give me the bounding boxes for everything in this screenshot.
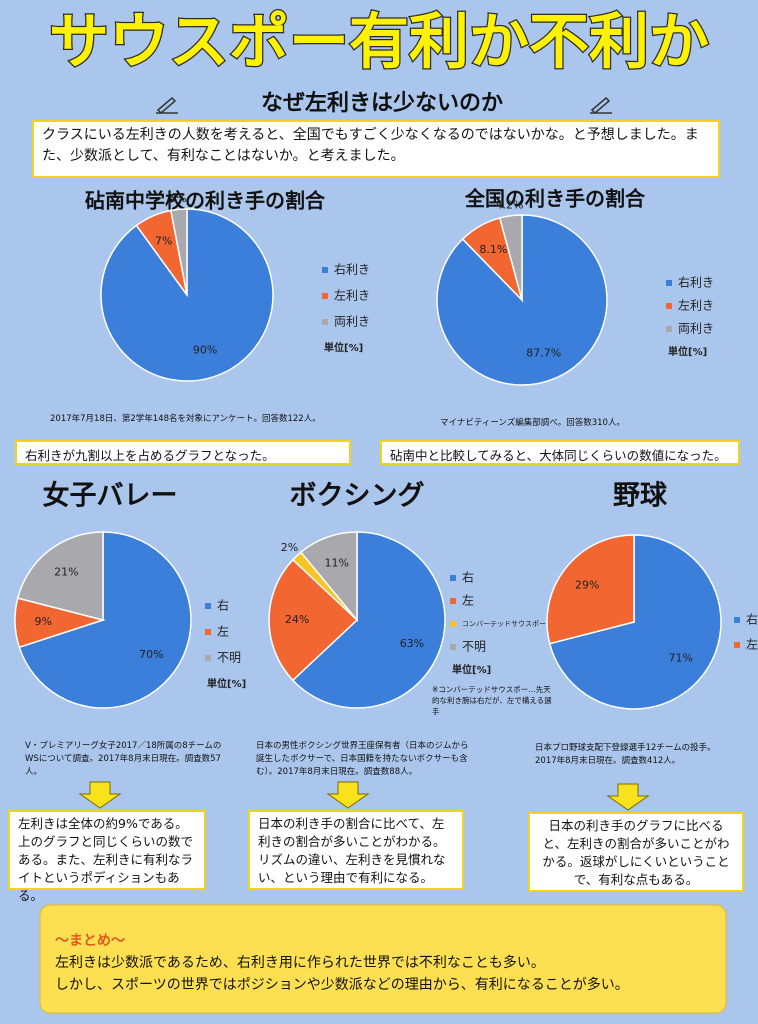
summary-line: 左利きは少数派であるため、右利き用に作られた世界では不利なことも多い。 <box>55 955 545 971</box>
chart-title: 砧南中学校の利き手の割合 <box>85 189 326 213</box>
pie-slice <box>16 531 104 621</box>
summary-line: しかし、スポーツの世界ではポジションや少数派などの理由から、有利になることが多い… <box>55 977 629 993</box>
data-label: 7% <box>155 234 172 247</box>
conclusion-box: 左利きは全体の約9%である。上のグラフと同じくらいの数である。また、左利きに有利… <box>8 810 206 903</box>
legend-label: 右 <box>746 612 758 627</box>
legend-swatch <box>734 642 740 648</box>
data-label: 71% <box>669 651 693 664</box>
legend-label: 左利き <box>678 298 714 313</box>
data-label: 87.7% <box>526 347 561 360</box>
legend-swatch <box>205 603 211 609</box>
unit-label: 単位[%] <box>324 341 363 354</box>
legend-label: 不明 <box>462 640 486 654</box>
data-label: 29% <box>575 579 599 592</box>
data-label: 8.1% <box>479 243 507 256</box>
data-label: 11% <box>325 557 349 570</box>
legend-swatch <box>450 621 456 627</box>
legend-label: 左 <box>746 637 758 652</box>
unit-label: 単位[%] <box>668 345 707 358</box>
chart-title: 女子バレー <box>43 480 178 512</box>
pie-slice <box>299 531 358 623</box>
legend-label: 右利き <box>334 262 370 277</box>
data-label: 63% <box>400 637 424 650</box>
pie-slice <box>291 531 446 709</box>
summary-scroll <box>39 904 727 1014</box>
summary-heading: ～まとめ～ <box>55 933 125 949</box>
data-label: 70% <box>139 648 163 661</box>
title: サウスポー有利か不利か <box>49 8 709 78</box>
legend-label: 右 <box>462 570 474 585</box>
source-note: V・プレミアリーグ女子2017／18所属の8チームのWSについて調査。2017年… <box>25 741 222 777</box>
finding-box: 砧南中と比較してみると、大体同じくらいの数値になった。 <box>380 440 740 465</box>
data-label: 9% <box>34 615 51 628</box>
data-label: 24% <box>285 613 309 626</box>
data-label: 90% <box>193 344 217 357</box>
legend-swatch <box>734 617 740 623</box>
pie-slice <box>546 534 635 645</box>
summary: ～まとめ～ 左利きは少数派であるため、右利き用に作られた世界では不利なことも多い… <box>55 930 715 996</box>
arrow <box>606 783 650 811</box>
data-label: 4.2% <box>495 199 523 212</box>
pen-icon <box>590 96 612 115</box>
legend-swatch <box>666 280 672 286</box>
data-label: 3% <box>169 192 186 205</box>
legend-label: 両利き <box>678 322 714 336</box>
footnote: ※コンバーテッドサウスポー…先天的な利き腕は右だが、左で構える選手 <box>432 685 552 716</box>
chart-title: 野球 <box>613 481 668 512</box>
legend-label: 左 <box>462 593 474 608</box>
pie-slice <box>498 214 523 301</box>
legend-swatch <box>322 293 328 299</box>
arrow <box>78 781 122 809</box>
source-note: 日本プロ野球支配下登録選手12チームの投手。2017年8月末日現在。調査数412… <box>535 743 716 766</box>
legend-swatch <box>450 598 456 604</box>
legend-label: 左利き <box>334 288 370 303</box>
legend-swatch <box>450 644 456 650</box>
legend-swatch <box>205 629 211 635</box>
pie-slice <box>170 208 188 296</box>
legend-swatch <box>666 303 672 309</box>
unit-label: 単位[%] <box>452 663 491 676</box>
unit-label: 単位[%] <box>207 677 246 690</box>
chart-title: ボクシング <box>290 480 425 512</box>
conclusion-box: 日本の利き手のグラフに比べると、左利きの割合が多いことがわかる。返球がしにくいと… <box>528 812 744 892</box>
source-note: 2017年7月18日、第2学年148名を対象にアンケート。回答数122人。 <box>50 414 321 424</box>
legend-swatch <box>450 575 456 581</box>
chart-title: 全国の利き手の割合 <box>464 187 646 211</box>
legend-label: 両利き <box>334 315 370 329</box>
legend-swatch <box>205 655 211 661</box>
conclusion-box: 日本の利き手の割合に比べて、左利きの割合が多いことがわかる。リズムの違い、左利き… <box>248 810 464 890</box>
data-label: 2% <box>281 541 298 554</box>
intro-box: クラスにいる左利きの人数を考えると、全国でもすごく少なくなるのではないかな。と予… <box>32 120 720 178</box>
pie-slice <box>268 558 359 682</box>
source-note: マイナビティーンズ編集部調べ。回答数310人。 <box>440 418 625 428</box>
pen-icon <box>156 96 178 115</box>
legend-swatch <box>666 326 672 332</box>
data-label: 21% <box>54 566 78 579</box>
legend-label: 不明 <box>217 651 241 665</box>
legend-label: 右利き <box>678 275 714 290</box>
pie-slice <box>548 534 722 710</box>
legend-swatch <box>322 319 328 325</box>
source-note: 日本の男性ボクシング世界王座保有者（日本のジムから誕生したボクサーで、日本国籍を… <box>256 741 469 777</box>
legend-label: コンバーテッドサウスポー <box>462 620 546 628</box>
arrow <box>326 781 370 809</box>
finding-box: 右利きが九割以上を占めるグラフとなった。 <box>15 440 351 465</box>
subtitle: なぜ左利きは少ないのか <box>261 90 503 116</box>
legend-swatch <box>322 267 328 273</box>
legend-label: 左 <box>217 624 229 639</box>
legend-label: 右 <box>217 598 229 613</box>
